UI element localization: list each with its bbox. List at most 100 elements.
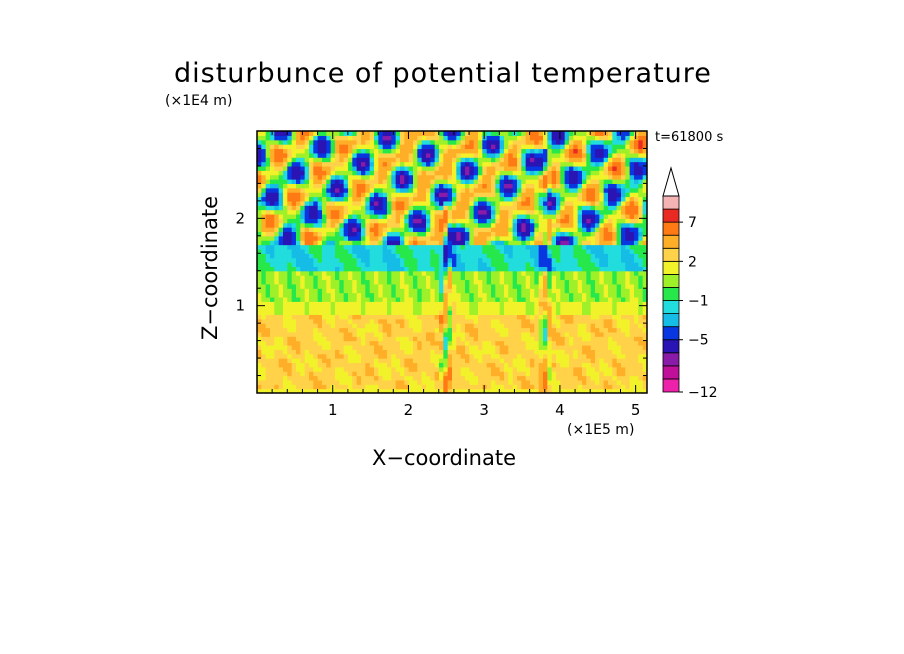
heatmap-cell — [404, 310, 410, 315]
heatmap-cell — [417, 209, 423, 215]
heatmap-cell — [326, 187, 332, 193]
heatmap-cell — [469, 170, 475, 176]
heatmap-cell — [534, 218, 540, 224]
heatmap-cell — [495, 331, 501, 337]
heatmap-cell — [577, 279, 583, 285]
heatmap-cell — [387, 240, 392, 246]
heatmap-cell — [283, 227, 288, 233]
heatmap-cell — [261, 196, 267, 202]
heatmap-cell — [343, 161, 349, 167]
heatmap-cell — [270, 179, 275, 184]
heatmap-cell — [599, 344, 605, 350]
heatmap-cell — [339, 253, 345, 259]
heatmap-cell — [348, 336, 353, 342]
heatmap-cell — [482, 358, 488, 364]
heatmap-cell — [556, 344, 561, 350]
heatmap-cell — [608, 218, 613, 224]
heatmap-cell — [374, 152, 379, 158]
heatmap-cell — [335, 379, 340, 385]
heatmap-cell — [270, 353, 275, 359]
heatmap-cell — [365, 161, 371, 167]
heatmap-cell — [473, 318, 479, 324]
heatmap-cell — [590, 231, 596, 237]
heatmap-cell — [365, 205, 371, 211]
heatmap-cell — [317, 384, 323, 390]
heatmap-cell — [265, 165, 271, 171]
heatmap-cell — [309, 192, 314, 198]
heatmap-cell — [521, 253, 527, 259]
heatmap-cell — [400, 192, 405, 198]
heatmap-cell — [460, 179, 466, 184]
heatmap-cell — [482, 218, 488, 224]
heatmap-cell — [296, 240, 301, 246]
heatmap-cell — [257, 209, 262, 215]
heatmap-cell — [447, 152, 453, 158]
heatmap-cell — [517, 240, 522, 246]
heatmap-cell — [400, 331, 405, 337]
heatmap-cell — [569, 279, 574, 285]
heatmap-cell — [512, 349, 518, 355]
heatmap-cell — [356, 331, 362, 337]
heatmap-cell — [369, 358, 375, 364]
heatmap-cell — [339, 266, 345, 272]
heatmap-cell — [361, 218, 366, 224]
heatmap-cell — [478, 292, 483, 298]
heatmap-cell — [469, 371, 475, 377]
heatmap-cell — [374, 139, 379, 145]
heatmap-cell — [300, 288, 306, 294]
heatmap-cell — [434, 388, 440, 393]
heatmap-cell — [508, 336, 514, 342]
heatmap-cell — [556, 183, 561, 189]
heatmap-cell — [421, 279, 427, 285]
heatmap-cell — [291, 244, 297, 250]
heatmap-cell — [374, 353, 379, 359]
heatmap-cell — [287, 340, 293, 346]
heatmap-cell — [291, 253, 297, 259]
heatmap-cell — [499, 148, 505, 154]
heatmap-cell — [400, 131, 405, 136]
heatmap-cell — [421, 161, 427, 167]
heatmap-cell — [335, 131, 340, 136]
heatmap-cell — [573, 244, 579, 250]
heatmap-cell — [304, 192, 310, 198]
heatmap-cell — [465, 310, 470, 315]
heatmap-cell — [296, 248, 301, 254]
heatmap-cell — [460, 152, 466, 158]
heatmap-cell — [339, 135, 345, 141]
heatmap-cell — [447, 248, 453, 254]
heatmap-cell — [283, 253, 288, 259]
heatmap-cell — [426, 301, 431, 307]
heatmap-cell — [452, 257, 457, 263]
heatmap-cell — [326, 205, 332, 211]
heatmap-cell — [291, 296, 297, 302]
heatmap-cell — [586, 135, 592, 141]
heatmap-cell — [287, 148, 293, 154]
heatmap-cell — [564, 288, 570, 294]
heatmap-cell — [564, 305, 570, 311]
heatmap-cell — [352, 200, 358, 206]
heatmap-cell — [304, 270, 310, 276]
heatmap-cell — [560, 323, 566, 329]
heatmap-cell — [335, 275, 340, 281]
heatmap-cell — [439, 296, 444, 302]
heatmap-cell — [339, 139, 345, 145]
heatmap-cell — [261, 131, 267, 136]
heatmap-cell — [283, 279, 288, 285]
heatmap-cell — [309, 279, 314, 285]
heatmap-cell — [469, 340, 475, 346]
heatmap-cell — [417, 213, 423, 219]
heatmap-cell — [309, 148, 314, 154]
heatmap-cell — [430, 253, 436, 259]
heatmap-cell — [586, 266, 592, 272]
heatmap-cell — [348, 205, 353, 211]
heatmap-cell — [378, 331, 384, 337]
heatmap-cell — [270, 205, 275, 211]
heatmap-cell — [365, 270, 371, 276]
heatmap-cell — [443, 384, 449, 390]
heatmap-cell — [387, 174, 392, 180]
heatmap-cell — [369, 170, 375, 176]
heatmap-cell — [391, 344, 397, 350]
heatmap-cell — [486, 270, 492, 276]
heatmap-cell — [309, 266, 314, 272]
heatmap-cell — [374, 331, 379, 337]
